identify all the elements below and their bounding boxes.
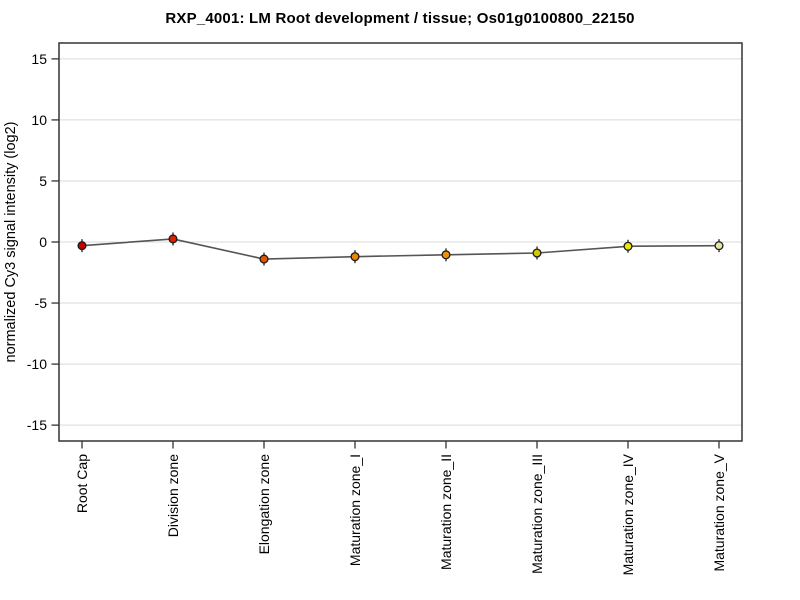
- data-point: [441, 250, 451, 260]
- data-point: [77, 241, 87, 251]
- series-line: [81, 238, 720, 260]
- y-tick-label: -15: [27, 417, 47, 433]
- y-tick-label: -5: [35, 295, 48, 311]
- data-point: [350, 252, 360, 262]
- y-tick-label: 5: [39, 173, 47, 189]
- data-point: [259, 254, 269, 264]
- data-point: [168, 234, 178, 244]
- x-tick-label: Maturation zone_IV: [620, 453, 636, 575]
- x-tick-label: Maturation zone_I: [347, 454, 363, 566]
- x-tick-label: Maturation zone_III: [529, 454, 545, 574]
- x-tick-label: Maturation zone_V: [711, 453, 727, 571]
- x-tick-label: Maturation zone_II: [438, 454, 454, 570]
- data-point: [623, 241, 633, 251]
- y-tick-label: 15: [31, 51, 47, 67]
- y-tick-label: 0: [39, 234, 47, 250]
- x-tick-label: Division zone: [165, 454, 181, 537]
- chart-title: RXP_4001: LM Root development / tissue; …: [165, 10, 635, 27]
- y-tick-label: -10: [27, 356, 47, 372]
- x-tick-label: Elongation zone: [256, 454, 272, 555]
- data-point: [714, 241, 724, 251]
- x-tick-label: Root Cap: [74, 454, 90, 513]
- data-point: [532, 248, 542, 258]
- y-axis-label: normalized Cy3 signal intensity (log2): [3, 122, 19, 363]
- y-tick-label: 10: [31, 112, 47, 128]
